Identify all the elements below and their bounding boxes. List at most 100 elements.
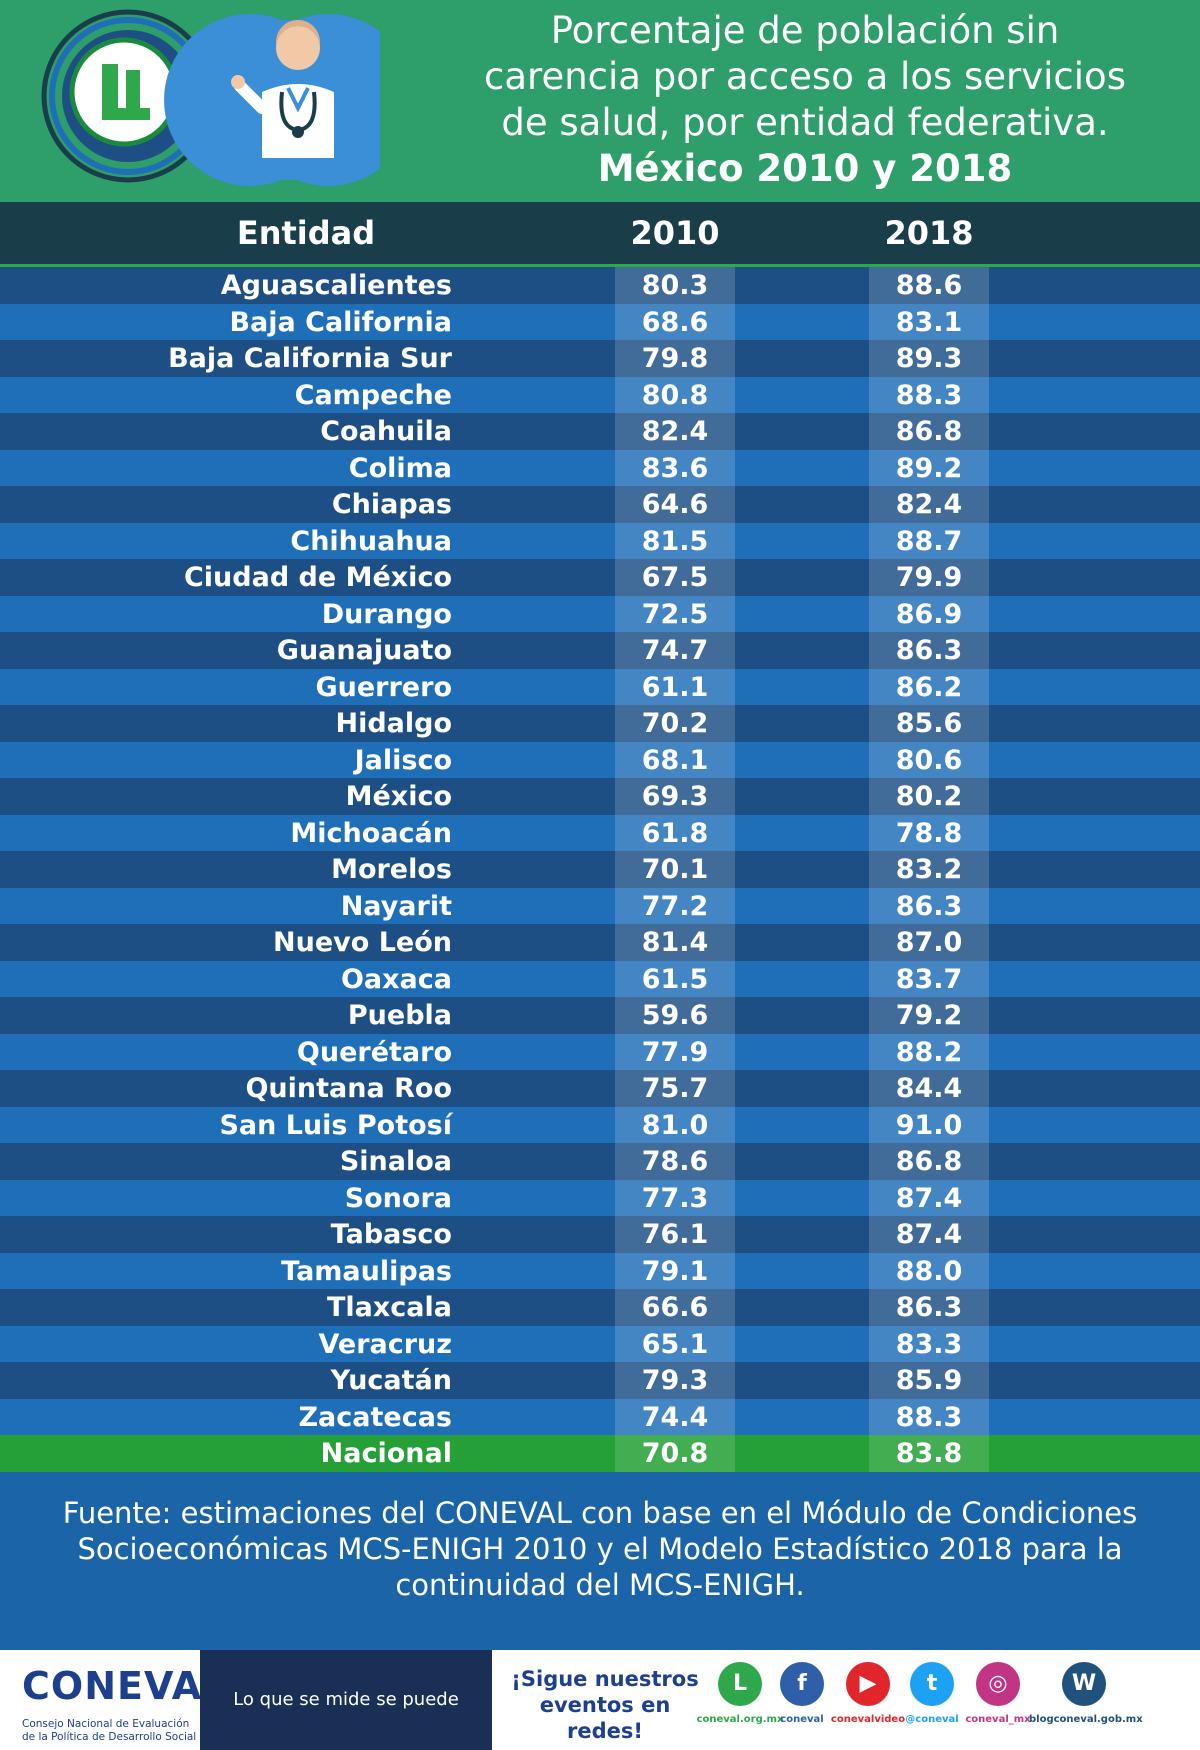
social-link-twitter[interactable]: t @coneval <box>897 1662 967 1748</box>
value-2018: 86.2 <box>869 668 989 705</box>
table-row: Sonora 77.3 87.4 <box>0 1179 1200 1216</box>
facebook-icon-glyph: f <box>797 1671 807 1696</box>
table-row: Querétaro 77.9 88.2 <box>0 1033 1200 1070</box>
value-2018: 83.1 <box>869 303 989 340</box>
title-line-4: México 2010 y 2018 <box>597 147 1013 190</box>
value-2018: 89.3 <box>869 340 989 377</box>
value-2010: 69.3 <box>615 778 735 815</box>
table-row: Tamaulipas 79.1 88.0 <box>0 1252 1200 1289</box>
footer: CONEVAL Consejo Nacional de Evaluación d… <box>0 1650 1200 1750</box>
entity-name: Chihuahua <box>290 525 452 557</box>
entity-name: Veracruz <box>318 1328 452 1360</box>
entity-name: Querétaro <box>296 1036 452 1068</box>
social-label: coneval_mx <box>965 1714 1031 1725</box>
table-header: Entidad 2010 2018 <box>0 202 1200 267</box>
slogan-box: Lo que se mide se puede mejorar <box>200 1650 492 1750</box>
value-2010: 79.3 <box>615 1362 735 1399</box>
entity-name: San Luis Potosí <box>219 1109 452 1141</box>
chart-title: Porcentaje de población sin carencia por… <box>420 8 1190 192</box>
value-2018: 86.3 <box>869 1289 989 1326</box>
table-row: Coahuila 82.4 86.8 <box>0 413 1200 450</box>
table-row: Nuevo León 81.4 87.0 <box>0 924 1200 961</box>
coneval-logo-illustration <box>40 8 414 188</box>
value-2018: 86.3 <box>869 632 989 669</box>
table-row: Baja California 68.6 83.1 <box>0 303 1200 340</box>
column-header-entity: Entidad <box>236 214 376 252</box>
instagram-icon-glyph: ◎ <box>988 1671 1008 1696</box>
table-row: Veracruz 65.1 83.3 <box>0 1325 1200 1362</box>
social-label: conevalvideo <box>830 1714 906 1725</box>
value-2010: 80.3 <box>615 267 735 304</box>
follow-line-2: eventos en redes! <box>539 1693 671 1743</box>
social-label: blogconeval.gob.mx <box>1029 1714 1143 1725</box>
table-row: Quintana Roo 75.7 84.4 <box>0 1070 1200 1107</box>
header: Porcentaje de población sin carencia por… <box>0 0 1200 202</box>
coneval-wordmark: CONEVAL <box>22 1664 228 1708</box>
source-line-2: Socioeconómicas MCS-ENIGH 2010 y el Mode… <box>77 1532 1123 1566</box>
value-2010: 68.1 <box>615 741 735 778</box>
entity-name: Nayarit <box>340 890 452 922</box>
youtube-icon <box>846 1662 890 1706</box>
entity-name: Puebla <box>347 1000 452 1031</box>
entity-name: Nuevo León <box>273 927 452 958</box>
entity-name: Tlaxcala <box>326 1292 452 1323</box>
wordpress-icon-glyph: W <box>1071 1671 1097 1696</box>
entity-name: Tabasco <box>330 1219 452 1250</box>
facebook-icon <box>780 1662 824 1706</box>
entity-name: Colima <box>348 452 452 484</box>
entity-name: México <box>345 781 452 812</box>
table-row: Yucatán 79.3 85.9 <box>0 1362 1200 1399</box>
value-2018: 85.9 <box>869 1362 989 1399</box>
value-2018: 86.8 <box>869 413 989 450</box>
value-2018: 88.7 <box>869 522 989 559</box>
instagram-icon <box>976 1662 1020 1706</box>
table-row: México 69.3 80.2 <box>0 778 1200 815</box>
value-2018: 82.4 <box>869 486 989 523</box>
entity-name: Baja California <box>229 306 452 338</box>
table-row: Morelos 70.1 83.2 <box>0 851 1200 888</box>
value-2018: 83.3 <box>869 1325 989 1362</box>
value-2018: 88.3 <box>869 376 989 413</box>
title-line-1: Porcentaje de población sin <box>550 9 1060 52</box>
value-2018: 88.3 <box>869 1398 989 1435</box>
value-2018: 79.2 <box>869 997 989 1034</box>
value-2010: 75.7 <box>615 1070 735 1107</box>
value-2010: 70.1 <box>615 851 735 888</box>
value-2010: 81.5 <box>615 522 735 559</box>
table-row-national: Nacional 70.8 83.8 <box>0 1435 1200 1472</box>
entity-name: Coahuila <box>320 416 452 447</box>
title-line-2: carencia por acceso a los servicios <box>484 55 1126 98</box>
value-2010: 77.9 <box>615 1033 735 1070</box>
source-note: Fuente: estimaciones del CONEVAL con bas… <box>60 1495 1140 1603</box>
table-row: Tabasco 76.1 87.4 <box>0 1216 1200 1253</box>
value-2010: 61.1 <box>615 668 735 705</box>
brand-subtitle-line-1: Consejo Nacional de Evaluación <box>22 1718 190 1730</box>
social-label: coneval <box>780 1714 824 1725</box>
value-2018: 83.2 <box>869 851 989 888</box>
value-2010: 81.0 <box>615 1106 735 1143</box>
value-2010: 83.6 <box>615 449 735 486</box>
table-row: Tlaxcala 66.6 86.3 <box>0 1289 1200 1326</box>
value-2018: 83.7 <box>869 960 989 997</box>
table-row: Zacatecas 74.4 88.3 <box>0 1398 1200 1435</box>
value-2010: 77.3 <box>615 1179 735 1216</box>
social-link-youtube[interactable]: ▶ conevalvideo <box>831 1662 905 1748</box>
social-link-facebook[interactable]: f coneval <box>767 1662 837 1748</box>
entity-name: Tamaulipas <box>281 1255 452 1287</box>
entity-name: Sinaloa <box>339 1146 452 1177</box>
entity-name: Zacatecas <box>298 1401 452 1433</box>
entity-name: Sonora <box>344 1182 452 1214</box>
value-2018: 85.6 <box>869 705 989 742</box>
value-2010: 79.8 <box>615 340 735 377</box>
value-2010: 61.5 <box>615 960 735 997</box>
table-row: Baja California Sur 79.8 89.3 <box>0 340 1200 377</box>
value-2010: 82.4 <box>615 413 735 450</box>
value-2010: 68.6 <box>615 303 735 340</box>
entity-name: Michoacán <box>290 817 452 849</box>
value-2010: 81.4 <box>615 924 735 961</box>
social-link-instagram[interactable]: ◎ coneval_mx <box>963 1662 1033 1748</box>
entity-name: Durango <box>321 598 452 630</box>
